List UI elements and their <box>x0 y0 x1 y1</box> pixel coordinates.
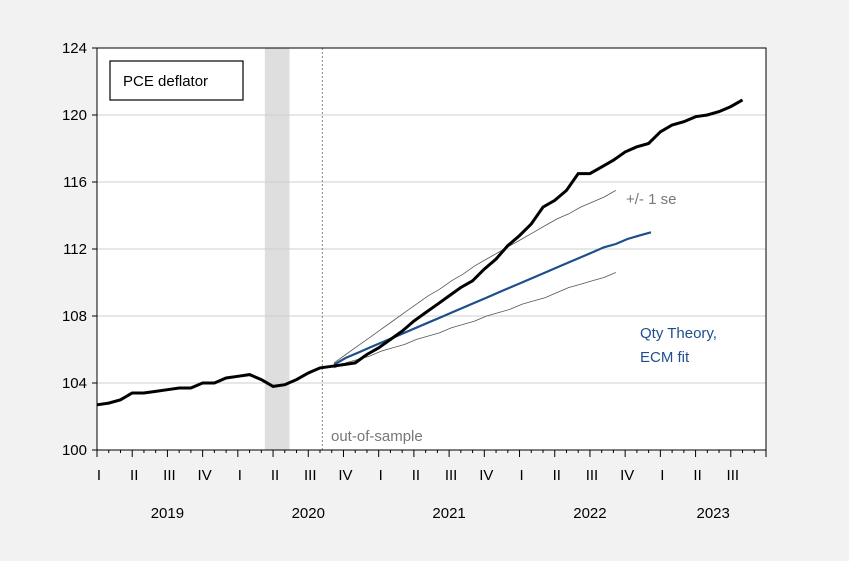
y-tick-label: 104 <box>62 375 87 392</box>
quarter-label: IV <box>198 467 212 484</box>
x-axis: I II III IV I II III IV I II III IV I II III IV I II III20… <box>96 450 767 522</box>
sample-break-label: out-of-sample <box>331 428 423 445</box>
quarter-label: II <box>130 467 138 484</box>
quarter-label: I <box>660 467 664 484</box>
y-tick-label: 108 <box>62 308 87 325</box>
quarter-label: III <box>163 467 176 484</box>
quarter-label: I <box>379 467 383 484</box>
quarter-label: I <box>97 467 101 484</box>
quarter-label: IV <box>620 467 634 484</box>
upper-band-line <box>333 190 616 364</box>
quarter-label: I <box>238 467 242 484</box>
fit-annotation-line1: Qty Theory, <box>640 325 717 342</box>
quarter-label: II <box>553 467 561 484</box>
fit-annotation-line2: ECM fit <box>640 349 690 366</box>
quarter-label: IV <box>338 467 352 484</box>
chart-title: PCE deflator <box>123 73 208 90</box>
y-tick-label: 112 <box>63 241 87 258</box>
y-tick-label: 120 <box>62 107 87 124</box>
quarter-label: III <box>586 467 599 484</box>
y-tick-label: 100 <box>62 442 87 459</box>
y-axis: 100 104 108 112 116 120 124 <box>62 40 97 459</box>
y-tick-label: 124 <box>62 40 87 57</box>
quarter-label: III <box>727 467 740 484</box>
year-label: 2021 <box>432 505 465 522</box>
quarter-label: II <box>271 467 279 484</box>
y-tick-label: 116 <box>63 174 87 191</box>
quarter-label: II <box>412 467 420 484</box>
year-label: 2022 <box>573 505 606 522</box>
quarter-label: IV <box>479 467 493 484</box>
quarter-label: III <box>304 467 317 484</box>
band-annotation: +/- 1 se <box>626 191 676 208</box>
pce-deflator-line <box>96 98 744 407</box>
quarter-label: II <box>693 467 701 484</box>
year-label: 2020 <box>292 505 325 522</box>
quarter-label: III <box>445 467 458 484</box>
lower-band-line <box>333 272 616 369</box>
year-label: 2023 <box>696 505 729 522</box>
year-label: 2019 <box>151 505 184 522</box>
title-box <box>109 60 244 101</box>
quarter-label: I <box>519 467 523 484</box>
